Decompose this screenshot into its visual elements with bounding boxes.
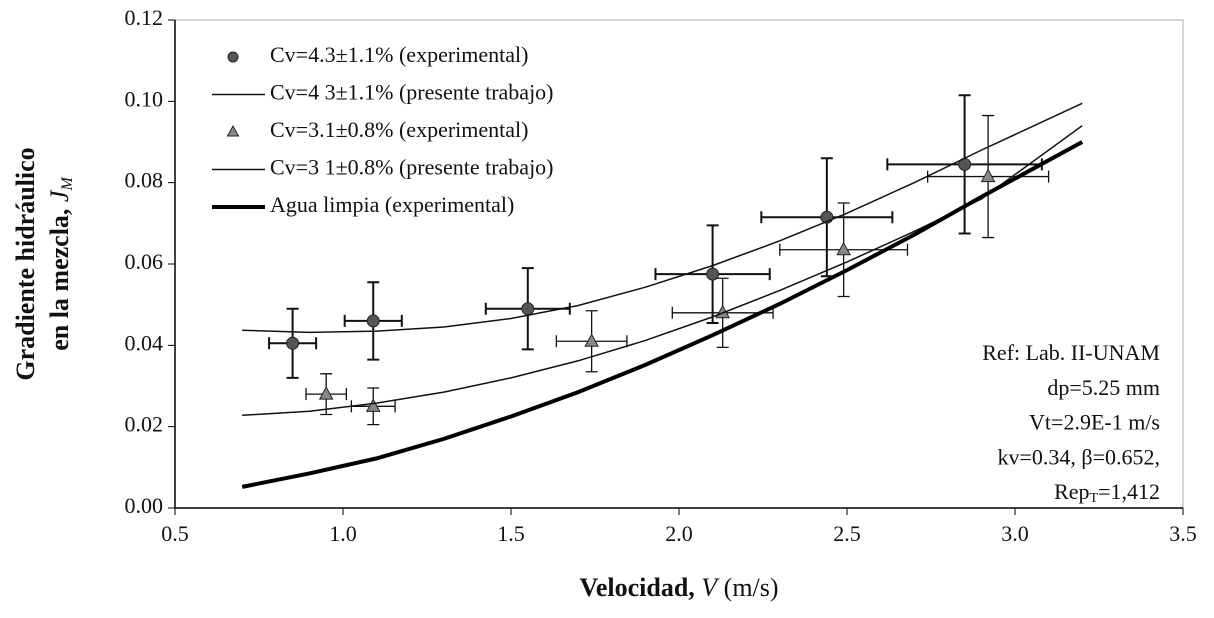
data-point [484,267,571,351]
legend-label: Cv=3 1±0.8% (presente trabajo) [270,155,554,180]
line [242,125,1083,417]
point [521,302,535,316]
x-tick-label: 3.0 [1001,521,1029,546]
x-tick-label: 1.0 [329,521,357,546]
point [366,314,380,328]
x-axis-label-part: Velocidad, [579,573,701,602]
data-point [779,202,909,298]
y-axis-label-line: Gradiente hidráulico [11,147,40,380]
point [706,267,720,281]
annotation-line: Ref: Lab. II-UNAM [982,340,1160,365]
annotation-line: dp=5.25 mm [1047,375,1160,400]
line [242,102,1083,334]
annotation-sub: T [1090,491,1099,506]
annotation-line: Vt=2.9E-1 m/s [1029,410,1160,435]
legend-label: Agua limpia (experimental) [270,192,514,217]
line [241,140,1084,489]
y-axis-label: Gradiente hidráulico en la mezcla, JM [11,147,76,380]
data-point [886,94,1043,235]
data-point [654,224,771,324]
y-tick-label: 0.00 [125,493,164,518]
legend-label: Cv=4.3±1.1% (experimental) [270,42,528,67]
data-point [268,307,318,379]
data-point [926,114,1050,239]
y-axis-label-symbol: J [45,189,74,202]
x-axis-label: Velocidad, V (m/s) [579,573,778,602]
x-axis-label-part: V [701,573,720,602]
y-tick-label: 0.06 [125,249,164,274]
annotation-line: kv=0.34, β=0.652, [997,444,1160,469]
y-axis-label-part: en la mezcla, [45,202,74,351]
data-point [343,281,403,361]
data-point [350,387,396,426]
x-tick-label: 2.5 [833,521,861,546]
y-tick-label: 0.12 [125,5,164,30]
annotation-part: Rep [1054,479,1089,504]
x-tick-label: 0.5 [161,521,189,546]
point [584,333,599,347]
legend: Cv=4.3±1.1% (experimental) Cv=4 3±1.1% (p… [212,42,554,217]
x-axis-label-part: (m/s) [717,573,778,602]
annotation-line: RepT=1,412 [1054,479,1160,506]
x-tick-label: 2.0 [665,521,693,546]
point [365,398,381,412]
point [318,386,334,400]
legend-label: Cv=4 3±1.1% (presente trabajo) [270,80,554,105]
y-axis-label-line: en la mezcla, JM [45,176,76,351]
annotation: Ref: Lab. II-UNAM dp=5.25 mm Vt=2.9E-1 m/s… [982,340,1160,506]
legend-label: Cv=3.1±0.8% (experimental) [270,117,528,142]
legend-swatch [226,124,240,137]
data-point [555,310,628,373]
y-tick-label: 0.08 [125,168,164,193]
legend-swatch [227,51,239,63]
y-tick-label: 0.02 [125,412,164,437]
annotation-part: =1,412 [1098,479,1160,504]
point [980,168,996,183]
y-tick-label: 0.04 [125,330,164,355]
y-axis-label-sub: M [59,176,76,192]
data-point [305,373,348,416]
y-tick-label: 0.10 [125,86,164,111]
point [286,336,300,350]
point [836,241,851,256]
x-tick-label: 3.5 [1169,521,1197,546]
x-tick-label: 1.5 [497,521,525,546]
